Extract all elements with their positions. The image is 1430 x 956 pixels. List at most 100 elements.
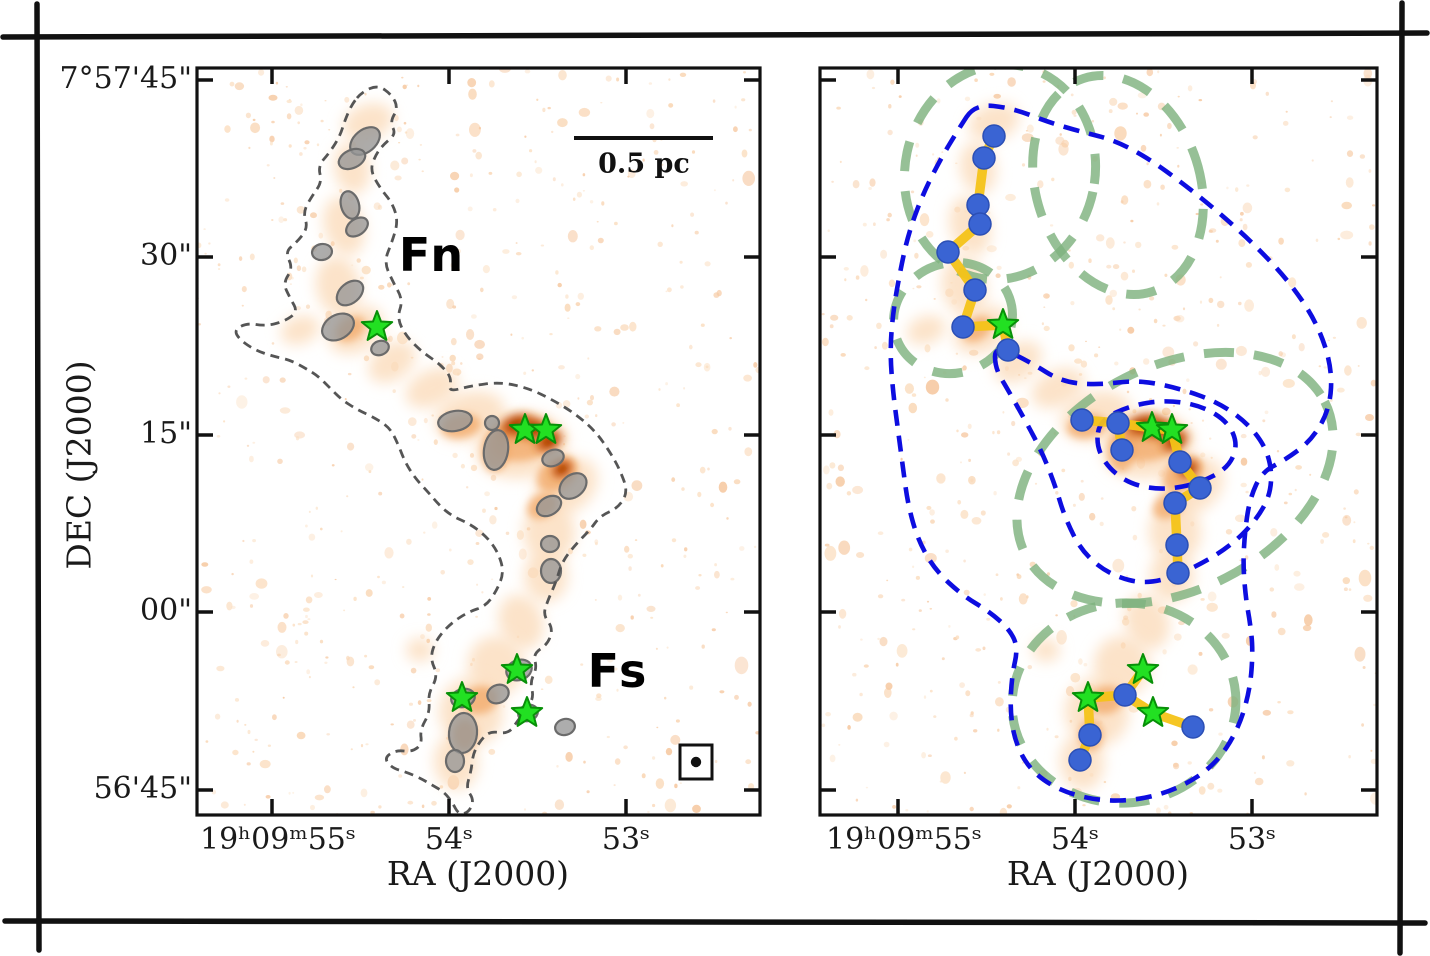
noise-speckle (883, 741, 890, 748)
noise-speckle (518, 548, 527, 560)
noise-speckle (292, 791, 295, 794)
noise-speckle (306, 669, 311, 675)
noise-speckle (1340, 230, 1354, 240)
noise-speckle (556, 765, 559, 768)
noise-speckle (912, 565, 915, 569)
noise-speckle (965, 690, 971, 697)
noise-speckle (431, 414, 435, 417)
ra-tick-label-right-2: 53ˢ (1227, 822, 1277, 857)
noise-speckle (365, 743, 369, 746)
noise-speckle (860, 638, 863, 641)
noise-speckle (279, 377, 286, 383)
noise-speckle (1361, 723, 1364, 727)
noise-speckle (980, 510, 986, 516)
noise-speckle (241, 286, 247, 293)
spine-node-marker (936, 240, 960, 264)
noise-speckle (627, 175, 630, 178)
spine-node-marker (1165, 533, 1189, 557)
protostar-star-marker (1071, 681, 1105, 712)
noise-speckle (392, 389, 396, 393)
clump-boundary-ellipse (1028, 71, 1208, 299)
noise-speckle (1103, 76, 1106, 80)
noise-speckle (630, 615, 634, 620)
noise-speckle (896, 644, 908, 658)
noise-speckle (564, 303, 571, 312)
noise-speckle (468, 88, 477, 100)
noise-speckle (1043, 306, 1046, 309)
dec-tick-label-4: 56'45" (93, 771, 192, 807)
noise-speckle (423, 531, 426, 534)
noise-speckle (1074, 358, 1083, 364)
noise-speckle (710, 502, 715, 508)
noise-speckle (676, 403, 680, 408)
noise-speckle (271, 342, 275, 345)
noise-speckle (466, 329, 475, 340)
noise-speckle (401, 157, 409, 165)
noise-speckle (701, 644, 705, 649)
noise-speckle (968, 475, 976, 485)
noise-speckle (915, 142, 920, 148)
noise-speckle (1088, 258, 1092, 264)
dense-core-ellipse (482, 429, 510, 471)
noise-speckle (704, 261, 711, 267)
noise-speckle (914, 252, 919, 259)
noise-speckle (641, 773, 646, 779)
noise-speckle (589, 245, 594, 251)
noise-speckle (609, 386, 620, 397)
noise-speckle (1363, 68, 1373, 79)
noise-speckle (838, 608, 847, 619)
noise-speckle (1012, 459, 1019, 467)
noise-speckle (1018, 593, 1028, 605)
noise-speckle (1089, 512, 1096, 521)
noise-speckle (1278, 237, 1284, 245)
noise-speckle (725, 611, 728, 614)
noise-speckle (1058, 142, 1069, 156)
noise-speckle (1282, 378, 1295, 388)
noise-speckle (1235, 187, 1239, 193)
noise-speckle (1125, 575, 1129, 578)
noise-speckle (1094, 353, 1099, 358)
noise-speckle (1278, 351, 1283, 357)
ra-tick-label-left-2: 53ˢ (601, 822, 651, 857)
noise-speckle (1187, 85, 1193, 92)
noise-speckle (577, 292, 584, 300)
noise-speckle (387, 282, 392, 288)
noise-speckle (1112, 558, 1125, 573)
region-label-fs: Fs (587, 644, 647, 698)
noise-speckle (1246, 184, 1250, 187)
noise-speckle (982, 646, 986, 651)
noise-speckle (741, 149, 748, 158)
noise-speckle (1182, 307, 1186, 311)
noise-speckle (1061, 468, 1066, 473)
noise-speckle (246, 762, 251, 766)
noise-speckle (747, 701, 752, 707)
noise-speckle (1201, 419, 1205, 422)
noise-speckle (1080, 479, 1084, 483)
noise-speckle (955, 162, 958, 165)
noise-speckle (699, 466, 706, 474)
noise-speckle (1327, 339, 1330, 342)
clump-boundary-ellipse (1012, 347, 1338, 609)
noise-speckle (305, 614, 308, 619)
noise-speckle (926, 810, 929, 813)
ra-tick-label-right-0: 19ʰ09ᵐ55ˢ (825, 822, 983, 857)
noise-speckle (1330, 100, 1333, 103)
noise-speckle (840, 353, 846, 357)
noise-speckle (418, 252, 424, 257)
noise-speckle (1173, 315, 1181, 321)
noise-speckle (925, 231, 934, 238)
noise-speckle (405, 128, 415, 140)
left-panel-map (197, 68, 760, 815)
noise-speckle (1346, 150, 1354, 158)
noise-speckle (714, 570, 720, 579)
noise-speckle (753, 545, 757, 549)
noise-speckle (433, 439, 438, 445)
dense-core-ellipse (321, 312, 355, 342)
noise-speckle (562, 400, 571, 408)
noise-speckle (305, 304, 311, 309)
noise-speckle (523, 808, 527, 811)
noise-speckle (926, 600, 930, 603)
noise-speckle (1153, 318, 1158, 324)
noise-speckle (246, 444, 250, 447)
noise-speckle (449, 548, 452, 552)
